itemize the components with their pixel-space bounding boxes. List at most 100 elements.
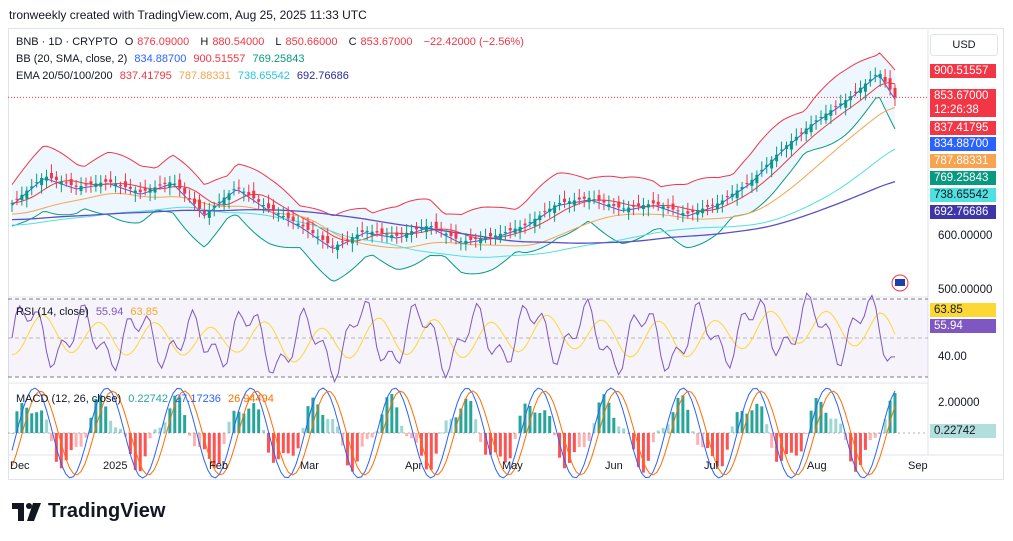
macd-histogram-bar xyxy=(114,427,118,433)
candle-body xyxy=(597,195,601,201)
candle-body xyxy=(350,237,354,244)
candle-body xyxy=(592,199,596,201)
bb-upper-value: 900.51557 xyxy=(193,53,246,65)
candle-body xyxy=(720,200,724,205)
macd-histogram-bar xyxy=(794,433,798,456)
ema200-value: 692.76686 xyxy=(296,70,349,82)
candle-body xyxy=(493,235,497,237)
low-value: L 850.66000 xyxy=(275,36,338,48)
candle-body xyxy=(237,187,241,189)
macd-histogram-bar xyxy=(301,427,305,433)
macd-histogram-bar xyxy=(464,398,468,433)
symbol-label[interactable]: BNB · 1D · CRYPTO xyxy=(16,36,118,48)
candle-body xyxy=(281,216,285,218)
candle-body xyxy=(286,212,290,219)
macd-histogram-bar xyxy=(207,433,211,459)
candle-body xyxy=(143,188,147,191)
candle-body xyxy=(582,196,586,199)
macd-histogram-bar xyxy=(567,433,571,463)
candle-body xyxy=(760,169,764,172)
change-value: −22.42000 (−2.56%) xyxy=(423,36,524,48)
macd-histogram-bar xyxy=(45,419,49,433)
candle-body xyxy=(735,190,739,199)
candle-body xyxy=(484,237,488,239)
candle-body xyxy=(375,231,379,233)
macd-histogram-bar xyxy=(119,428,123,433)
rsi-legend[interactable]: RSI (14, close) 55.94 63.85 xyxy=(16,306,162,318)
ema20-line xyxy=(11,82,896,242)
rsi-line xyxy=(11,292,896,384)
candle-body xyxy=(247,192,251,195)
candle-body xyxy=(109,179,113,183)
macd-histogram-bar xyxy=(641,433,645,473)
ohlc-legend: BNB · 1D · CRYPTO O 876.09000 H 880.54000 … xyxy=(16,36,528,48)
candle-body xyxy=(844,100,848,108)
candle-body xyxy=(819,116,823,118)
macd-histogram-bar xyxy=(286,433,290,454)
macd-legend[interactable]: MACD (12, 26, close) 0.22742 27.17236 26… xyxy=(16,393,278,405)
candle-body xyxy=(661,206,665,209)
candle-body xyxy=(202,210,206,214)
candle-body xyxy=(193,198,197,204)
macd-histogram-bar xyxy=(400,425,404,433)
candle-body xyxy=(148,188,152,193)
candle-body xyxy=(197,199,201,209)
macd-histogram-bar xyxy=(839,423,843,433)
candle-body xyxy=(119,185,123,187)
candle-body xyxy=(666,206,670,208)
tag-bb-basis: 834.88700 xyxy=(930,137,996,151)
tag-macd-hist: 0.22742 xyxy=(930,424,996,438)
macd-histogram-bar xyxy=(587,433,591,442)
candle-body xyxy=(365,230,369,232)
candle-body xyxy=(128,187,132,189)
currency-button[interactable]: USD xyxy=(930,34,998,56)
macd-histogram-bar xyxy=(740,410,744,433)
tag-ema100: 738.65542 xyxy=(930,188,996,202)
flag-icon-field xyxy=(895,279,905,286)
bb-legend[interactable]: BB (20, SMA, close, 2) 834.88700 900.515… xyxy=(16,53,308,65)
candle-body xyxy=(789,141,793,150)
candle-body xyxy=(158,184,162,186)
tradingview-logo[interactable]: TradingView xyxy=(12,500,165,523)
x-label-dec: Dec xyxy=(10,460,30,472)
candle-body xyxy=(79,185,83,192)
macd-histogram-bar xyxy=(646,433,650,461)
candle-body xyxy=(459,241,463,243)
close-value: C 853.67000 xyxy=(348,36,413,48)
candle-body xyxy=(311,230,315,234)
candle-body xyxy=(449,231,453,237)
macd-histogram-bar xyxy=(730,426,734,433)
macd-histogram-bar xyxy=(858,433,862,465)
candle-body xyxy=(370,231,374,236)
macd-histogram-bar xyxy=(888,400,892,433)
ema-legend[interactable]: EMA 20/50/100/200 837.41795 787.88331 73… xyxy=(16,70,353,82)
macd-histogram-bar xyxy=(760,406,764,433)
macd-histogram-bar xyxy=(617,426,621,433)
candle-body xyxy=(341,241,345,243)
macd-histogram-bar xyxy=(538,412,542,433)
macd-histogram-bar xyxy=(281,433,285,454)
attribution: tronweekly created with TradingView.com,… xyxy=(9,8,367,22)
macd-histogram-bar xyxy=(74,433,78,448)
macd-histogram-bar xyxy=(780,433,784,461)
macd-histogram-bar xyxy=(405,433,409,437)
macd-histogram-bar xyxy=(148,433,152,439)
macd-histogram-bar xyxy=(691,431,695,433)
rsi-value: 55.94 xyxy=(95,306,124,318)
candle-body xyxy=(646,204,650,208)
macd-histogram-bar xyxy=(755,403,759,433)
rsi-tick-40: 40.00 xyxy=(938,351,967,363)
candle-body xyxy=(725,196,729,198)
candle-body xyxy=(49,172,53,179)
macd-histogram-bar xyxy=(163,422,167,433)
macd-histogram-bar xyxy=(242,413,246,433)
macd-histogram-bar xyxy=(128,433,132,454)
macd-histogram-bar xyxy=(493,433,497,453)
rsi-ma-line xyxy=(11,310,896,363)
macd-histogram-bar xyxy=(138,433,142,472)
candle-body xyxy=(114,183,118,187)
candle-body xyxy=(276,213,280,215)
macd-histogram-bar xyxy=(681,395,685,433)
candle-body xyxy=(444,233,448,236)
